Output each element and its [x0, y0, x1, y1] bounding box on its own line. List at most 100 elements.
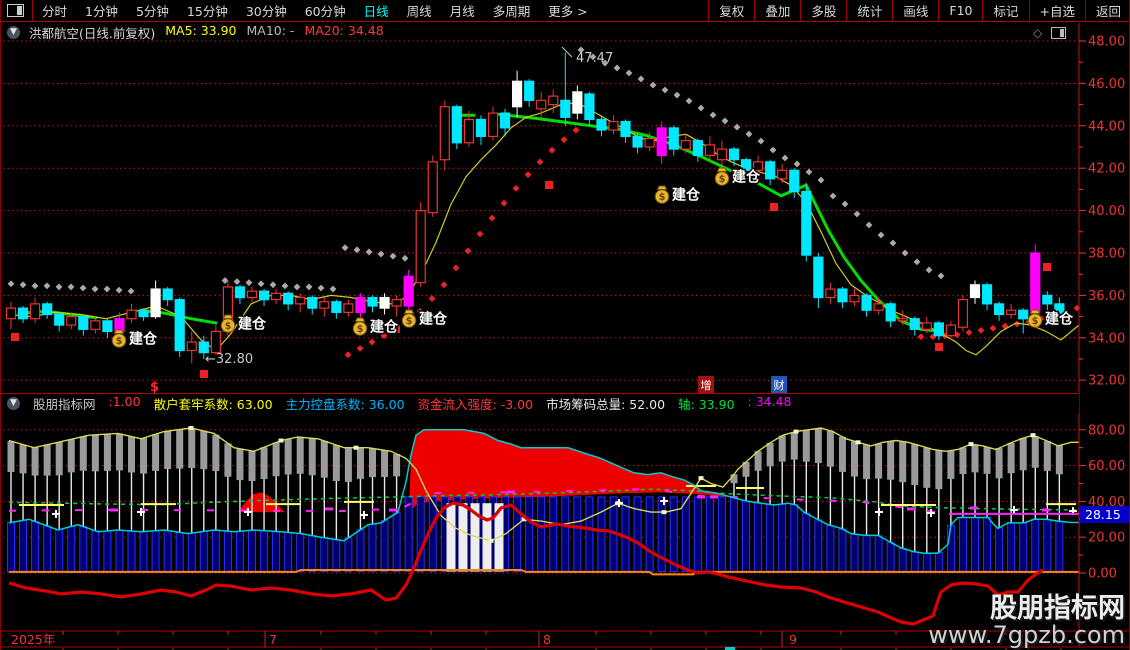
button-标记[interactable]: 标记	[993, 4, 1019, 19]
candle[interactable]	[608, 120, 619, 131]
tab-周线[interactable]: 周线	[406, 4, 432, 19]
candle[interactable]	[885, 303, 896, 322]
candle[interactable]	[909, 318, 920, 330]
candle[interactable]	[680, 140, 691, 150]
candle[interactable]	[969, 284, 981, 299]
window-split-icon[interactable]	[1051, 27, 1067, 39]
button-叠加[interactable]: 叠加	[765, 4, 791, 19]
candle[interactable]	[126, 309, 137, 320]
layout-icon[interactable]	[7, 4, 24, 17]
candle[interactable]	[102, 320, 113, 333]
tab-60分钟[interactable]: 60分钟	[304, 4, 346, 19]
button-+自选[interactable]: +自选	[1039, 4, 1075, 19]
candle[interactable]	[307, 296, 318, 309]
candle[interactable]	[1030, 252, 1041, 313]
candle[interactable]	[174, 299, 185, 352]
candle[interactable]	[524, 80, 535, 101]
candle[interactable]	[897, 318, 908, 322]
candle[interactable]	[90, 320, 101, 330]
button-统计[interactable]: 统计	[857, 4, 883, 19]
candle[interactable]	[1018, 309, 1029, 320]
tab-多周期[interactable]: 多周期	[492, 4, 531, 19]
chevron-down-icon[interactable]: ▼	[7, 397, 20, 410]
candle[interactable]	[186, 341, 197, 352]
candle[interactable]	[656, 127, 667, 157]
candle[interactable]	[391, 299, 402, 307]
candle[interactable]	[367, 296, 378, 307]
candle[interactable]	[548, 95, 559, 106]
diamond-icon[interactable]: ◇	[1033, 26, 1043, 40]
button-复权[interactable]: 复权	[719, 4, 745, 19]
candle[interactable]	[632, 135, 643, 148]
candle[interactable]	[596, 118, 607, 131]
candle[interactable]	[30, 303, 41, 320]
candle[interactable]	[343, 303, 354, 313]
tab-15分钟[interactable]: 15分钟	[186, 4, 228, 19]
candle[interactable]	[692, 140, 703, 157]
candle[interactable]	[837, 288, 848, 303]
button-返回[interactable]: 返回	[1095, 4, 1121, 19]
candle[interactable]	[355, 296, 366, 313]
candle[interactable]	[283, 292, 294, 305]
button-多股[interactable]: 多股	[811, 4, 837, 19]
candle[interactable]	[415, 210, 426, 284]
candle[interactable]	[981, 284, 993, 305]
candle[interactable]	[463, 118, 474, 144]
tab-30分钟[interactable]: 30分钟	[245, 4, 287, 19]
candle[interactable]	[210, 330, 221, 354]
candle[interactable]	[849, 294, 860, 303]
candle[interactable]	[957, 299, 969, 328]
candle[interactable]	[271, 292, 282, 301]
candle[interactable]	[560, 99, 571, 118]
candle[interactable]	[572, 91, 583, 114]
tab-日线[interactable]: 日线	[363, 4, 389, 19]
candle[interactable]	[704, 144, 716, 157]
candle[interactable]	[825, 288, 836, 299]
candle[interactable]	[777, 169, 788, 180]
candle[interactable]	[403, 275, 414, 307]
candle[interactable]	[162, 288, 173, 301]
button-画线[interactable]: 画线	[903, 4, 929, 19]
candle[interactable]	[813, 256, 824, 299]
candle[interactable]	[752, 161, 764, 171]
candle[interactable]	[439, 106, 450, 161]
candle[interactable]	[295, 296, 306, 305]
chevron-down-icon[interactable]: ▼	[7, 25, 20, 39]
candle[interactable]	[1006, 309, 1017, 316]
candle[interactable]	[198, 341, 209, 354]
candle[interactable]	[728, 148, 740, 161]
candle[interactable]	[1042, 294, 1053, 305]
candle[interactable]	[921, 322, 932, 330]
tab-月线[interactable]: 月线	[449, 4, 475, 19]
candle[interactable]	[512, 80, 523, 108]
candle[interactable]	[668, 127, 679, 150]
candle[interactable]	[258, 290, 270, 301]
candle[interactable]	[933, 322, 944, 337]
tab-分时[interactable]: 分时	[42, 4, 68, 19]
candle[interactable]	[536, 99, 547, 110]
candle[interactable]	[42, 303, 53, 316]
candle[interactable]	[150, 288, 161, 318]
tab-1分钟[interactable]: 1分钟	[85, 4, 118, 19]
candlesticks[interactable]	[5, 52, 1065, 364]
candle[interactable]	[1054, 303, 1065, 316]
candle[interactable]	[319, 301, 330, 309]
tab-更多 >[interactable]: 更多 >	[548, 4, 588, 19]
candle[interactable]	[801, 190, 812, 256]
candle[interactable]	[427, 161, 438, 214]
candle[interactable]	[499, 112, 511, 129]
candle[interactable]	[765, 161, 776, 180]
candle[interactable]	[740, 159, 752, 171]
candle[interactable]	[246, 290, 258, 299]
candle[interactable]	[873, 303, 884, 311]
candle[interactable]	[78, 316, 89, 330]
candle[interactable]	[475, 118, 487, 138]
candle[interactable]	[789, 169, 800, 193]
candle[interactable]	[5, 307, 17, 320]
candle[interactable]	[234, 286, 246, 299]
candle[interactable]	[716, 148, 728, 161]
candle[interactable]	[331, 301, 342, 313]
candle[interactable]	[620, 120, 631, 137]
tab-5分钟[interactable]: 5分钟	[135, 4, 169, 19]
